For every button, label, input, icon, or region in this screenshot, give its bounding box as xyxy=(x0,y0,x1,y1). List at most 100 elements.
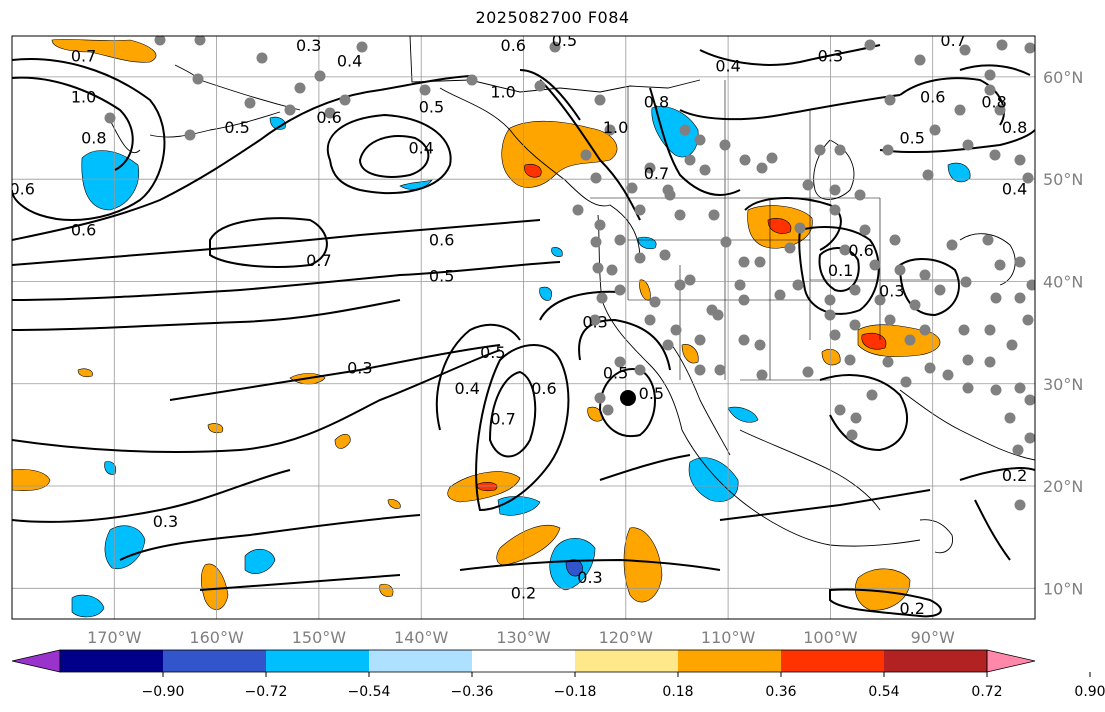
contour-label: 0.5 xyxy=(224,118,249,137)
station-dot xyxy=(934,284,946,296)
station-dot xyxy=(1022,314,1034,326)
station-dot xyxy=(662,184,674,196)
station-dot xyxy=(1014,292,1026,304)
station-dot xyxy=(314,70,326,82)
station-dot xyxy=(466,74,478,86)
colorbar: −0.90 −0.72 −0.54 −0.36 −0.18 0.18 0.36 0.54 0.7… xyxy=(11,649,1105,700)
station-dot xyxy=(914,54,926,66)
colorbar-tick-label: −0.72 xyxy=(245,684,288,700)
station-dot xyxy=(866,389,878,401)
station-dot xyxy=(994,104,1006,116)
station-dot xyxy=(884,94,896,106)
colorbar-tick-label: 0.36 xyxy=(765,684,796,700)
station-dot xyxy=(754,339,766,351)
contour-label: 0.4 xyxy=(408,139,433,158)
contour-label: 1.0 xyxy=(603,118,628,137)
station-dot xyxy=(596,292,608,304)
station-dot xyxy=(774,289,786,301)
map-frame xyxy=(11,35,1036,620)
station-dot xyxy=(900,376,912,388)
station-dot xyxy=(1024,42,1035,54)
border-layer xyxy=(590,80,960,381)
station-dot xyxy=(756,369,768,381)
colorbar-extend-max xyxy=(986,649,1036,673)
contour-label: 0.6 xyxy=(10,179,35,198)
station-dot xyxy=(649,296,661,308)
station-dot xyxy=(594,392,606,404)
station-dot xyxy=(674,209,686,221)
station-dot xyxy=(984,69,996,81)
contour-label: 0.4 xyxy=(1002,179,1027,198)
contour-label: 0.5 xyxy=(429,266,454,285)
colorbar-segment xyxy=(781,650,885,672)
lon-tick-label: 150°W xyxy=(292,628,347,647)
contour-label: 0.7 xyxy=(644,164,669,183)
station-dot xyxy=(882,356,894,368)
station-dot xyxy=(708,209,720,221)
station-dot xyxy=(684,274,696,286)
station-dot xyxy=(829,329,841,341)
lat-tick-label: 40°N xyxy=(1043,272,1083,291)
colorbar-tick-label: −0.54 xyxy=(348,684,391,700)
station-dot xyxy=(909,299,921,311)
station-dot xyxy=(634,364,646,376)
contour-label: 0.2 xyxy=(1002,466,1027,485)
colorbar-tick-label: 0.18 xyxy=(662,684,693,700)
contour-label: 0.4 xyxy=(455,379,480,398)
station-dot xyxy=(882,144,894,156)
lon-tick-label: 130°W xyxy=(496,628,551,647)
contour-label: 0.7 xyxy=(71,46,96,65)
colorbar-segment xyxy=(472,650,576,672)
station-dot xyxy=(590,236,602,248)
station-dot xyxy=(942,369,954,381)
shaded-anomaly-layer xyxy=(12,39,971,618)
station-dot xyxy=(614,234,626,246)
station-dot xyxy=(884,314,896,326)
contour-label: 0.7 xyxy=(490,410,515,429)
station-dot xyxy=(670,324,682,336)
station-dot xyxy=(1004,412,1016,424)
colorbar-extend-min xyxy=(11,649,61,673)
station-dot xyxy=(594,219,606,231)
station-dot xyxy=(694,364,706,376)
station-dot xyxy=(644,314,656,326)
lon-tick-label: 110°W xyxy=(701,628,756,647)
lat-tick-label: 10°N xyxy=(1043,579,1083,598)
station-dot xyxy=(894,264,906,276)
contour-label: 0.6 xyxy=(501,36,526,55)
colorbar-segment xyxy=(266,650,370,672)
lon-tick-label: 100°W xyxy=(803,628,858,647)
station-dot xyxy=(889,234,901,246)
station-dot xyxy=(284,104,296,116)
station-dot xyxy=(756,162,768,174)
station-dot xyxy=(922,169,934,181)
station-dot xyxy=(984,356,996,368)
station-dot xyxy=(1014,154,1026,166)
station-dot xyxy=(802,179,814,191)
station-dot xyxy=(644,162,656,174)
station-dot xyxy=(256,52,268,64)
latitude-labels: 10°N 20°N 30°N 40°N 50°N 60°N xyxy=(1043,68,1083,598)
station-dot xyxy=(614,356,626,368)
station-dot xyxy=(990,384,1002,396)
station-dot xyxy=(580,149,592,161)
contour-label: 0.3 xyxy=(153,512,178,531)
contour-label: 0.4 xyxy=(337,52,362,71)
station-dot xyxy=(244,97,256,109)
colorbar-tick-label: 0.54 xyxy=(868,684,899,700)
station-dot xyxy=(419,84,431,96)
station-dot xyxy=(1024,432,1035,444)
contour-label: 0.2 xyxy=(900,599,925,618)
contour-label: 0.7 xyxy=(940,31,965,50)
graticule xyxy=(12,36,1035,619)
station-dot xyxy=(734,279,746,291)
station-dot xyxy=(739,154,751,166)
station-dot xyxy=(958,324,970,336)
station-dot xyxy=(534,80,546,92)
colorbar-segment xyxy=(163,650,267,672)
station-dot xyxy=(694,334,706,346)
colorbar-segment xyxy=(884,650,988,672)
station-dot xyxy=(946,239,958,251)
contour-label: 0.2 xyxy=(511,583,536,602)
station-dot xyxy=(960,276,972,288)
